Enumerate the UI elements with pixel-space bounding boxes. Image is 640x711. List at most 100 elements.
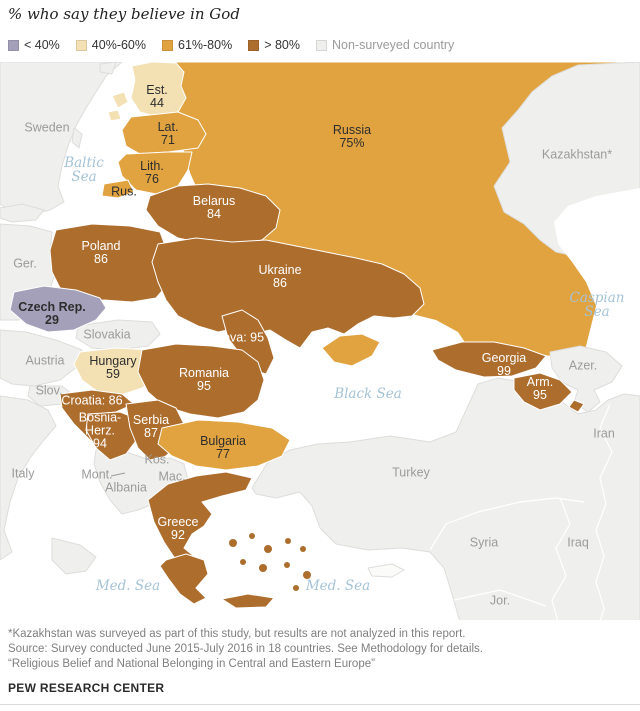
label-montenegro: Mont. bbox=[81, 467, 113, 482]
label-bulgaria: Bulgaria 77 bbox=[200, 434, 246, 461]
label-baltic-sea: Baltic Sea bbox=[64, 155, 104, 185]
label-slovenia: Slov. bbox=[35, 383, 63, 398]
country-moldova bbox=[221, 309, 275, 375]
country-slovakia bbox=[75, 319, 161, 351]
label-bosnia: Bosnia- Herz. 94 bbox=[78, 410, 122, 451]
legend-item-lt40: < 40% bbox=[8, 38, 60, 52]
island-cyprus bbox=[367, 563, 405, 578]
region-kaliningrad bbox=[101, 179, 135, 199]
footnote-report-title: “Religious Belief and National Belonging… bbox=[8, 658, 375, 670]
label-georgia: Georgia 99 bbox=[481, 351, 527, 378]
label-kosovo: Kos. bbox=[144, 452, 170, 467]
legend-label-61-80: 61%-80% bbox=[178, 38, 233, 52]
legend-label-gt80: > 80% bbox=[264, 38, 300, 52]
legend-item-61-80: 61%-80% bbox=[162, 38, 232, 52]
label-croatia: Croatia: 86 bbox=[61, 393, 123, 408]
country-ukraine bbox=[151, 237, 425, 349]
label-kazakhstan: Kazakhstan* bbox=[541, 147, 613, 162]
label-moldova: Moldova: 95 bbox=[195, 330, 265, 345]
country-poland bbox=[49, 223, 169, 303]
island-gotland bbox=[71, 127, 83, 149]
legend-swatch-40-60 bbox=[75, 39, 87, 51]
label-iran: Iran bbox=[593, 426, 615, 441]
country-greece bbox=[147, 471, 253, 569]
label-armenia: Arm. 95 bbox=[526, 375, 554, 402]
label-italy: Italy bbox=[11, 466, 35, 481]
label-estonia: Est. 44 bbox=[146, 83, 168, 110]
island-estonia-2 bbox=[107, 109, 122, 122]
label-serbia: Serbia 87 bbox=[132, 413, 170, 440]
label-albania: Albania bbox=[105, 480, 147, 495]
label-russia: Russia 75% bbox=[332, 123, 372, 150]
country-austria bbox=[0, 329, 83, 387]
country-belarus bbox=[145, 183, 281, 247]
label-jordan: Jor. bbox=[489, 593, 511, 608]
label-med-sea-east: Med. Sea bbox=[305, 578, 371, 594]
legend-swatch-gt80 bbox=[248, 39, 260, 51]
label-hungary: Hungary 59 bbox=[89, 354, 137, 381]
legend-swatch-nonsurveyed bbox=[316, 39, 327, 51]
footnote-source: Source: Survey conducted June 2015-July … bbox=[8, 643, 483, 655]
pew-research-center-brand: PEW RESEARCH CENTER bbox=[8, 681, 165, 695]
country-italy bbox=[0, 395, 57, 561]
island-estonia-1 bbox=[111, 91, 129, 109]
legend-label-nonsurveyed: Non-surveyed country bbox=[332, 38, 455, 52]
label-kaliningrad: Rus. bbox=[111, 184, 137, 199]
label-turkey: Turkey bbox=[392, 465, 430, 480]
label-med-sea-west: Med. Sea bbox=[95, 578, 161, 594]
label-caspian-sea: Caspian Sea bbox=[569, 290, 625, 320]
country-italy-heel bbox=[51, 537, 97, 575]
legend-label-40-60: 40%-60% bbox=[91, 38, 146, 52]
country-czech-republic bbox=[9, 285, 107, 333]
label-azerbaijan: Azer. bbox=[568, 358, 598, 373]
legend-swatch-61-80 bbox=[162, 39, 173, 51]
island-crete bbox=[221, 593, 275, 609]
label-romania: Romania 95 bbox=[178, 366, 230, 393]
label-poland: Poland 86 bbox=[81, 239, 121, 266]
label-czech-republic: Czech Rep. 29 bbox=[18, 300, 86, 327]
country-bosnia bbox=[85, 411, 141, 461]
footnote-kazakhstan: *Kazakhstan was surveyed as part of this… bbox=[8, 628, 466, 640]
legend-label-lt40: < 40% bbox=[24, 38, 60, 52]
aegean-islands bbox=[229, 533, 311, 591]
choropleth-map: Est. 44 Lat. 71 Lith. 76 Rus. Russia 75% Bel… bbox=[0, 62, 640, 620]
border-iran bbox=[595, 403, 613, 620]
country-bulgaria bbox=[157, 419, 291, 471]
country-georgia bbox=[431, 341, 547, 378]
middle-east-borders bbox=[429, 403, 613, 620]
legend: < 40% 40%-60% 61%-80% > 80% Non-surveyed… bbox=[8, 38, 454, 52]
border-syria-iraq bbox=[551, 497, 571, 620]
region-armenia-exclave bbox=[568, 399, 585, 413]
label-macedonia: Mac. bbox=[158, 469, 186, 484]
country-romania bbox=[137, 343, 265, 419]
legend-item-nonsurveyed: Non-surveyed country bbox=[316, 38, 454, 52]
label-black-sea: Black Sea bbox=[334, 386, 402, 402]
label-austria: Austria bbox=[25, 353, 65, 368]
legend-item-gt80: > 80% bbox=[248, 38, 300, 52]
nonsurveyed-land bbox=[0, 62, 123, 223]
sea-black bbox=[272, 314, 472, 436]
legend-swatch-lt40 bbox=[8, 39, 19, 51]
country-denmark bbox=[0, 203, 45, 223]
montenegro-leader-line bbox=[110, 472, 126, 477]
label-greece: Greece 92 bbox=[157, 515, 199, 542]
label-germany: Ger. bbox=[13, 256, 37, 271]
label-latvia: Lat. 71 bbox=[157, 120, 179, 147]
bottom-divider bbox=[0, 704, 640, 705]
region-turkey-middle-east bbox=[251, 377, 640, 620]
map-svg bbox=[0, 62, 640, 620]
label-sweden: Sweden bbox=[24, 120, 70, 135]
surveyed-countries bbox=[9, 62, 623, 609]
label-iraq: Iraq bbox=[567, 535, 589, 550]
country-estonia bbox=[130, 62, 187, 118]
border-jordan bbox=[453, 589, 547, 607]
legend-item-40-60: 40%-60% bbox=[75, 38, 146, 52]
label-ukraine: Ukraine 86 bbox=[258, 263, 302, 290]
label-syria: Syria bbox=[469, 535, 499, 550]
island-speck-1 bbox=[99, 62, 117, 75]
country-latvia bbox=[121, 111, 207, 155]
country-armenia bbox=[513, 372, 573, 411]
label-belarus: Belarus 84 bbox=[192, 194, 236, 221]
label-slovakia: Slovakia bbox=[83, 327, 131, 342]
label-lithuania: Lith. 76 bbox=[140, 159, 164, 186]
